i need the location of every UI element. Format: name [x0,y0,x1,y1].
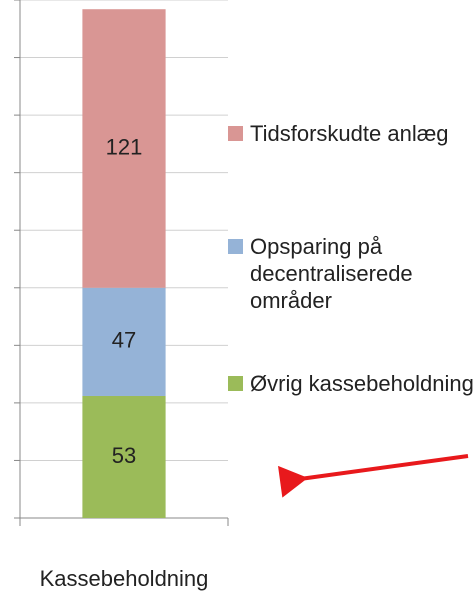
legend-label: Opsparing på decentraliserede områder [250,234,413,313]
data-label: 53 [112,443,136,468]
data-label: 121 [106,134,143,159]
data-label: 47 [112,328,136,353]
bar-segment [82,9,166,288]
legend-label: Øvrig kassebeholdning [250,371,474,396]
x-tick-label: Kassebeholdning [40,566,209,591]
annotation-arrow [278,454,469,498]
legend-label: Tidsforskudte anlæg [250,121,449,146]
legend-swatch [228,126,243,141]
legend-swatch [228,376,243,391]
bar-segment [82,395,166,518]
bar-segment [82,287,166,396]
legend-swatch [228,239,243,254]
